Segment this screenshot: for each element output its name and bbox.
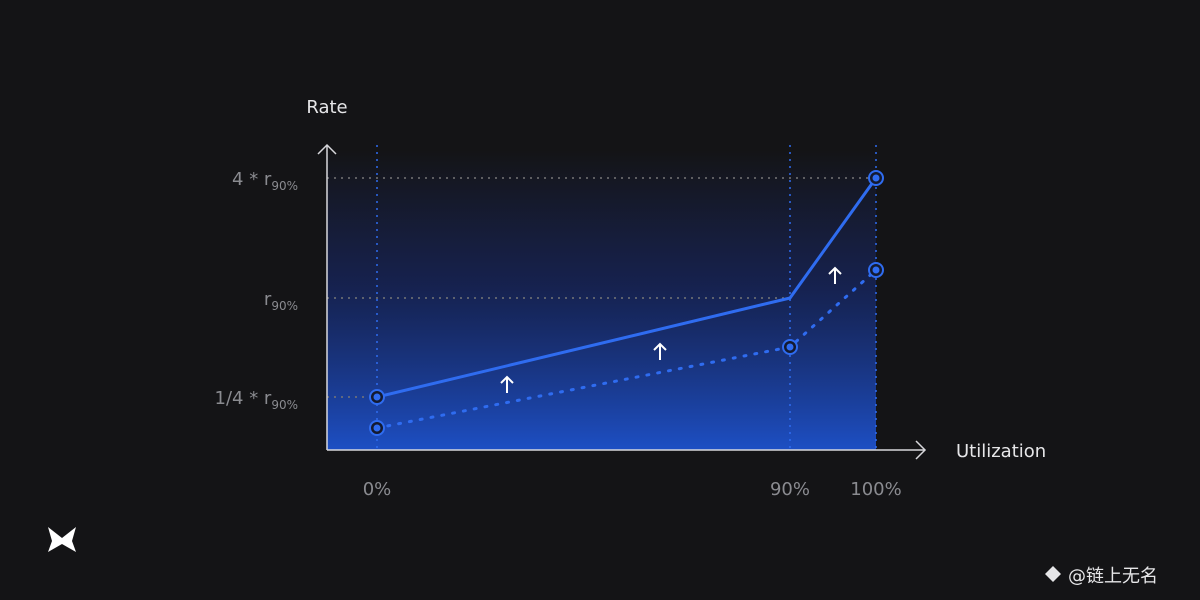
x-tick-label: 0% bbox=[363, 479, 392, 500]
x-arrow bbox=[915, 440, 927, 460]
x-tick-label: 90% bbox=[770, 479, 810, 500]
x-axis-label: Utilization bbox=[956, 441, 1046, 462]
tick-sub: 90% bbox=[271, 179, 298, 193]
up-arrow bbox=[500, 375, 514, 393]
tick-main: r bbox=[264, 289, 272, 310]
tick-main: 4 * r bbox=[232, 169, 272, 190]
watermark-text: @链上无名 bbox=[1068, 566, 1158, 587]
up-arrow bbox=[828, 266, 842, 284]
point bbox=[868, 170, 884, 186]
guides bbox=[327, 177, 876, 398]
watermark-icon bbox=[1045, 566, 1061, 582]
y-axis-label: Rate bbox=[306, 97, 347, 118]
tick-sub: 90% bbox=[271, 398, 298, 412]
x-tick-label: 100% bbox=[850, 479, 901, 500]
y-arrow bbox=[317, 143, 337, 155]
tick-sub: 90% bbox=[271, 299, 298, 313]
y-tick-label: 1/4 * r90% bbox=[215, 388, 298, 412]
logo bbox=[48, 527, 76, 552]
new-curve bbox=[376, 177, 878, 399]
point bbox=[369, 420, 385, 436]
area-fill bbox=[327, 150, 876, 450]
up-arrows bbox=[500, 266, 842, 393]
point bbox=[369, 389, 385, 405]
tick-main: 1/4 * r bbox=[215, 388, 272, 409]
points bbox=[369, 170, 884, 436]
y-tick-label: 4 * r90% bbox=[232, 169, 298, 193]
watermark: @链上无名 bbox=[1045, 566, 1158, 587]
point bbox=[782, 339, 798, 355]
point bbox=[868, 262, 884, 278]
y-tick-label: r90% bbox=[264, 289, 298, 313]
axes bbox=[317, 143, 927, 460]
up-arrow bbox=[653, 342, 667, 360]
verticals bbox=[376, 145, 877, 450]
